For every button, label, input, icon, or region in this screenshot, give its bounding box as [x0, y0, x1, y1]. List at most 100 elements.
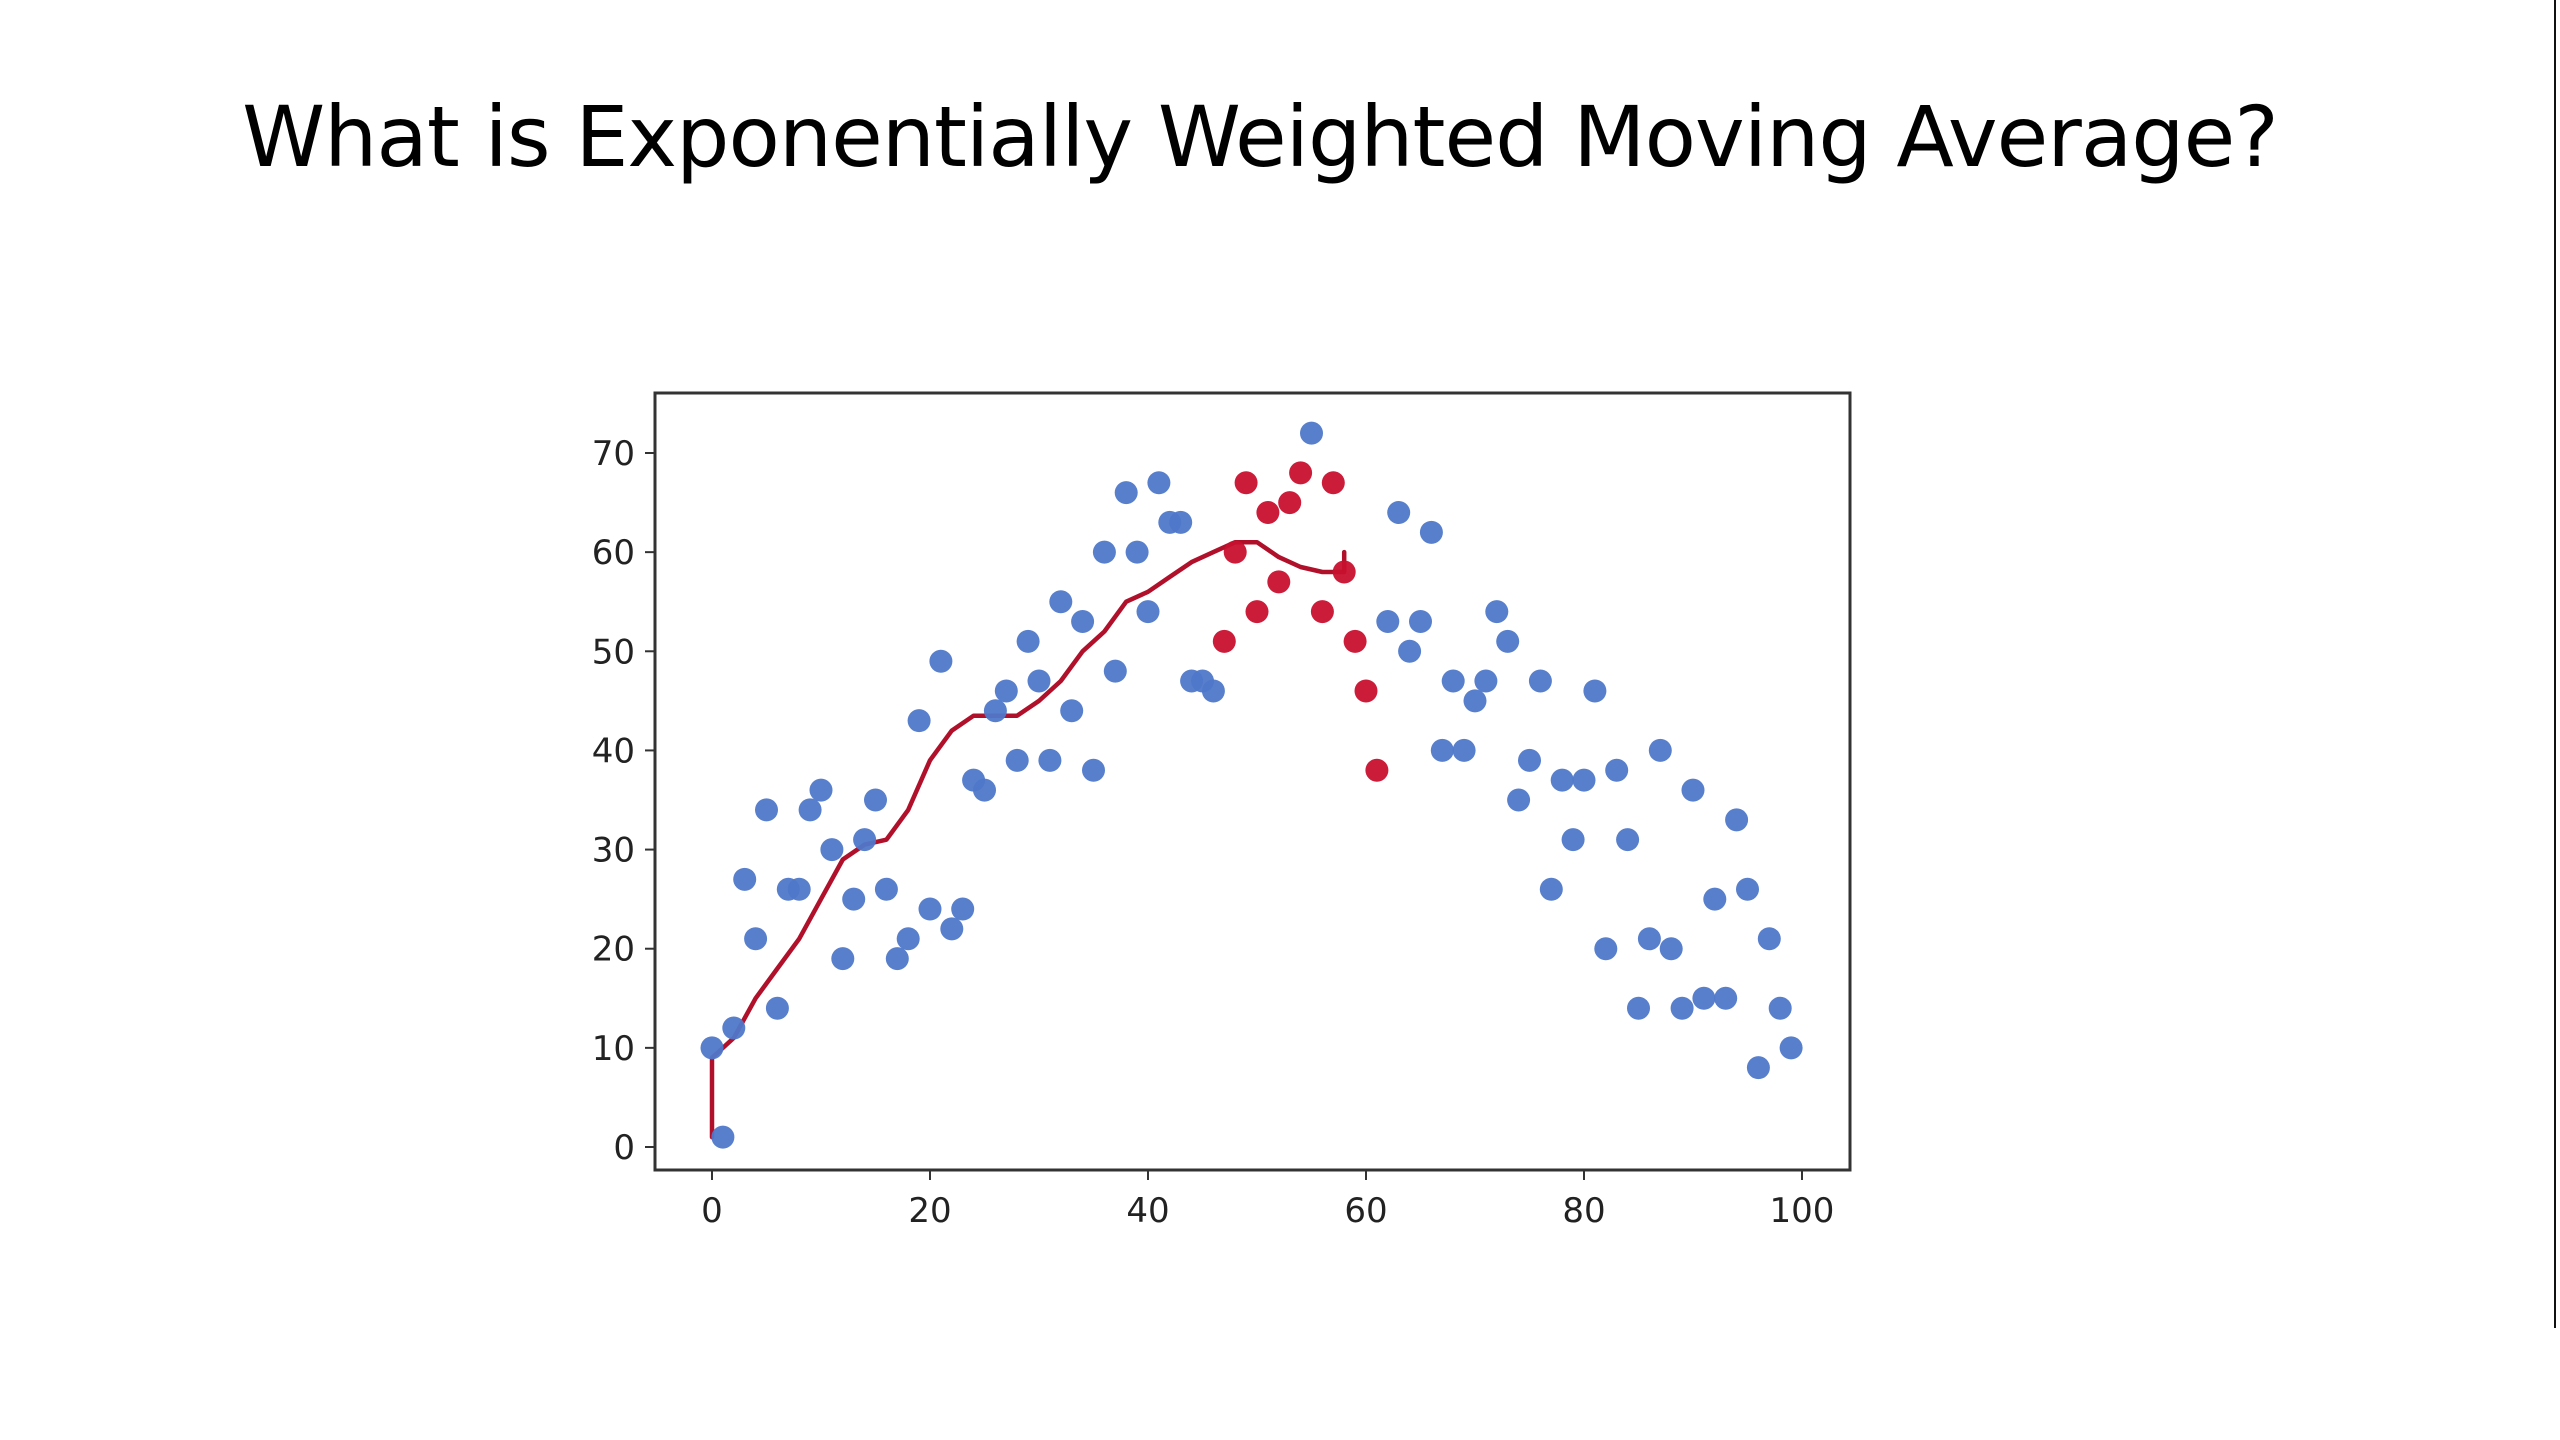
blue-data-point: [940, 917, 964, 941]
blue-data-point: [1594, 937, 1618, 961]
blue-data-point: [1561, 828, 1585, 852]
blue-data-point: [1736, 877, 1759, 901]
blue-data-point: [864, 788, 887, 812]
axes-layer: 0 20 40 60 80 100 0 10 20 30 40 50 60 70: [592, 434, 1835, 1231]
blue-data-point: [1038, 748, 1062, 772]
y-tick-label: 70: [592, 434, 635, 474]
red-data-point: [1354, 679, 1378, 703]
blue-data-point: [1507, 788, 1531, 812]
blue-data-point: [896, 927, 920, 951]
blue-data-point: [1136, 600, 1160, 624]
blue-data-point: [809, 778, 833, 802]
y-tick-label: 20: [592, 930, 635, 970]
blue-data-point: [1659, 937, 1683, 961]
red-data-point: [1310, 600, 1334, 624]
blue-data-point: [1376, 610, 1400, 634]
blue-data-point: [1147, 471, 1171, 495]
x-tick-label: 80: [1562, 1191, 1605, 1231]
red-data-point: [1343, 629, 1367, 653]
plot-area: [653, 391, 1852, 1172]
blue-data-point: [1092, 540, 1116, 564]
blue-data-point: [1169, 510, 1193, 534]
blue-data-point: [1419, 520, 1443, 544]
blue-data-point: [1398, 639, 1422, 663]
blue-data-point: [1518, 748, 1541, 772]
red-data-point: [1321, 471, 1345, 495]
red-data-point: [1289, 461, 1313, 485]
blue-data-point: [1528, 669, 1552, 693]
blue-data-point: [711, 1125, 735, 1149]
y-tick-label: 40: [592, 731, 635, 771]
red-data-point: [1332, 560, 1356, 584]
blue-data-point: [1016, 629, 1040, 653]
blue-data-point: [1463, 689, 1487, 713]
blue-data-point: [983, 699, 1007, 723]
red-data-point: [1245, 600, 1269, 624]
blue-data-point: [787, 877, 811, 901]
blue-data-point: [1300, 421, 1323, 445]
blue-data-point: [1572, 768, 1596, 792]
blue-data-point: [733, 867, 757, 891]
blue-data-point: [1681, 778, 1705, 802]
blue-data-point: [1670, 996, 1694, 1020]
blue-data-point: [929, 649, 953, 673]
blue-data-point: [1409, 610, 1432, 634]
blue-data-point: [1692, 986, 1716, 1010]
blue-data-point: [1452, 738, 1476, 762]
blue-data-point: [744, 927, 768, 951]
points-layer: [700, 421, 1803, 1149]
blue-data-point: [1768, 996, 1792, 1020]
blue-data-point: [1714, 986, 1738, 1010]
blue-data-point: [1725, 808, 1749, 832]
blue-data-point: [831, 947, 855, 971]
red-data-point: [1212, 629, 1236, 653]
blue-data-point: [1103, 659, 1127, 683]
blue-data-point: [1616, 828, 1640, 852]
blue-data-point: [973, 778, 996, 802]
blue-data-point: [1746, 1056, 1770, 1080]
blue-data-point: [1125, 540, 1149, 564]
red-data-point: [1234, 471, 1258, 495]
blue-data-point: [1430, 738, 1454, 762]
blue-data-point: [1027, 669, 1051, 693]
blue-data-point: [700, 1036, 724, 1060]
blue-data-point: [918, 897, 942, 921]
x-tick-label: 20: [908, 1191, 951, 1231]
blue-data-point: [1114, 481, 1138, 505]
blue-data-point: [1539, 877, 1563, 901]
plot-frame: [653, 391, 1852, 1172]
blue-data-point: [755, 798, 778, 822]
x-tick-label: 40: [1126, 1191, 1169, 1231]
x-tick-label: 60: [1344, 1191, 1387, 1231]
red-data-point: [1267, 570, 1291, 594]
blue-data-point: [1703, 887, 1727, 911]
blue-data-point: [907, 709, 931, 733]
blue-data-point: [1071, 610, 1095, 634]
blue-data-point: [1779, 1036, 1803, 1060]
y-tick-label: 0: [613, 1128, 635, 1168]
blue-data-point: [765, 996, 789, 1020]
blue-data-point: [1485, 600, 1509, 624]
slide-title: What is Exponentially Weighted Moving Av…: [242, 88, 2279, 186]
blue-data-point: [1637, 927, 1661, 951]
blue-data-point: [1583, 679, 1607, 703]
x-tick-label: 0: [701, 1191, 723, 1231]
blue-data-point: [853, 828, 877, 852]
red-data-point: [1365, 758, 1389, 782]
ewma-line-layer: [709, 539, 1347, 1140]
blue-data-point: [722, 1016, 746, 1040]
y-tick-label: 30: [592, 831, 635, 871]
blue-data-point: [1201, 679, 1225, 703]
ewma-line: [709, 539, 1347, 1140]
red-data-point: [1223, 540, 1247, 564]
blue-data-point: [820, 838, 844, 862]
blue-data-point: [951, 897, 975, 921]
blue-data-point: [1605, 758, 1629, 782]
slide-edge-divider: [2554, 0, 2556, 1328]
blue-data-point: [885, 947, 909, 971]
blue-data-point: [1550, 768, 1574, 792]
blue-data-point: [1496, 629, 1520, 653]
blue-data-point: [1441, 669, 1465, 693]
red-data-point: [1256, 500, 1280, 524]
blue-data-point: [1474, 669, 1498, 693]
